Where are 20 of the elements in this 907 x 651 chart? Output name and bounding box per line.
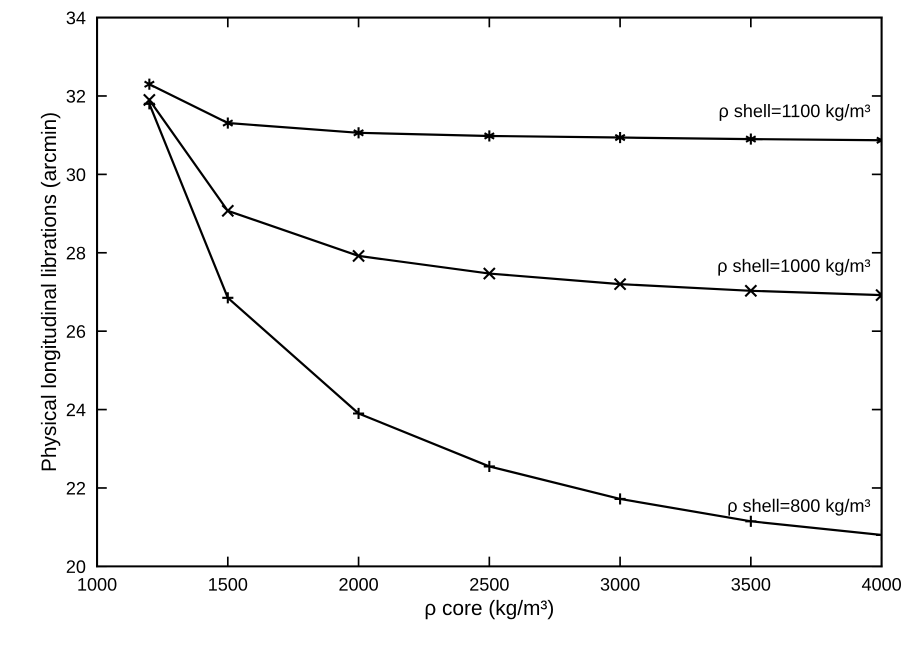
x-tick-label: 2500: [470, 578, 509, 591]
y-tick-label: 30: [66, 168, 86, 182]
y-tick-label: 34: [66, 12, 86, 24]
y-tick-label: 24: [66, 404, 86, 416]
x-tick-label: 4000: [862, 578, 901, 591]
y-axis-title: Physical longitudinal librations (arcmin): [40, 113, 60, 470]
x-tick-label: 2000: [339, 578, 378, 591]
y-tick-label: 32: [66, 90, 86, 103]
y-tick-label: 28: [66, 246, 86, 260]
x-tick-label: 3000: [600, 578, 640, 591]
x-tick-label: 1500: [209, 578, 248, 591]
annotation: ρ shell=1000 kg/m³: [718, 258, 870, 276]
annotation: ρ shell=800 kg/m³: [728, 498, 870, 516]
x-tick-label: 1000: [78, 578, 116, 591]
x-axis-title: ρ core (kg/m³): [426, 600, 553, 620]
y-tick-label: 26: [66, 325, 86, 338]
y-tick-label: 22: [66, 482, 86, 495]
x-tick-label: 3500: [731, 578, 770, 591]
y-tick-label: 20: [66, 560, 86, 574]
annotation: ρ shell=1100 kg/m³: [720, 104, 870, 121]
